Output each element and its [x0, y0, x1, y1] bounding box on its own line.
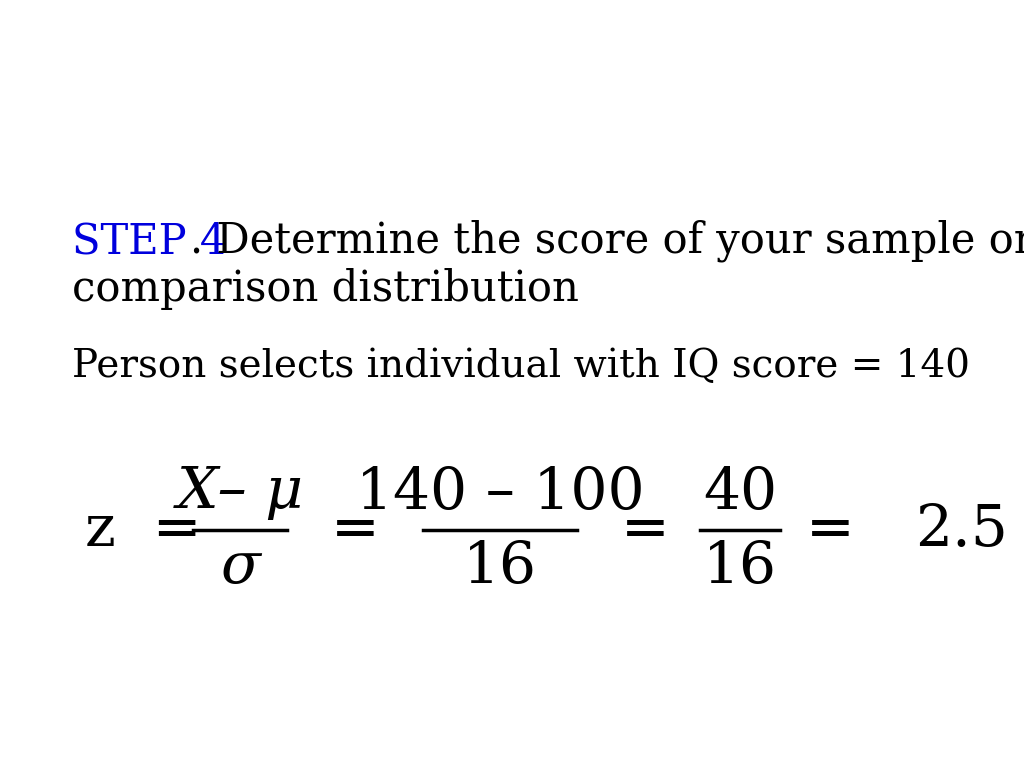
- Text: 2.5: 2.5: [915, 502, 1008, 558]
- Text: STEP 4: STEP 4: [72, 220, 226, 262]
- Text: X– μ: X– μ: [176, 465, 304, 521]
- Text: 16: 16: [463, 539, 537, 595]
- Text: =: =: [331, 502, 379, 558]
- Text: =: =: [621, 502, 670, 558]
- Text: =: =: [806, 502, 854, 558]
- Text: 140 – 100: 140 – 100: [355, 465, 644, 521]
- Text: . Determine the score of your sample on the: . Determine the score of your sample on …: [190, 220, 1024, 263]
- Text: σ: σ: [220, 539, 260, 595]
- Text: 16: 16: [703, 539, 777, 595]
- Text: z  =: z =: [85, 502, 202, 558]
- Text: 40: 40: [702, 465, 777, 521]
- Text: comparison distribution: comparison distribution: [72, 268, 579, 310]
- Text: Person selects individual with IQ score = 140: Person selects individual with IQ score …: [72, 348, 970, 385]
